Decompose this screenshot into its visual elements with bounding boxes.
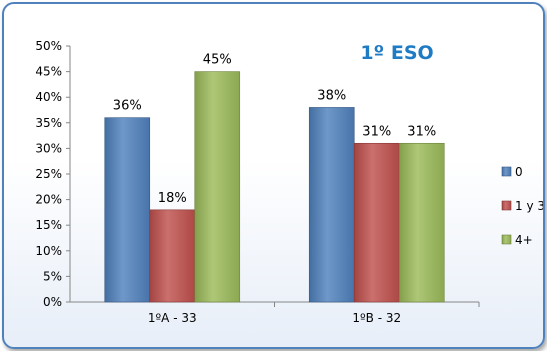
x-category-label: 1ºA - 33 — [148, 311, 197, 325]
bar-0-1 — [308, 107, 355, 303]
y-tick-label: 45% — [35, 65, 62, 79]
y-tick-label: 5% — [43, 269, 62, 283]
chart-title: 1º ESO — [360, 42, 433, 64]
y-tick-label: 25% — [35, 167, 62, 181]
y-tick-label: 35% — [35, 116, 62, 130]
legend-swatch — [501, 234, 512, 245]
legend-swatch — [501, 166, 512, 177]
x-category-label: 1ºB - 32 — [352, 311, 401, 325]
legend-swatch — [501, 200, 512, 211]
legend-label: 0 — [515, 165, 523, 179]
y-tick-label: 10% — [35, 244, 62, 258]
bar-chart: 1º ESO 0% 5% 10% 15% 20% 25% 30% 35% 40% 45% 50% 1º… — [35, 39, 545, 325]
data-label: 38% — [317, 88, 346, 103]
data-label: 36% — [113, 99, 142, 114]
bar-4+-0 — [194, 71, 241, 303]
bar-0-0 — [104, 117, 151, 303]
legend-label: 4+ — [515, 233, 533, 247]
y-tick-label: 30% — [35, 141, 62, 155]
y-tick-label: 20% — [35, 193, 62, 207]
y-tick-label: 50% — [35, 39, 62, 53]
data-label: 31% — [407, 124, 436, 139]
data-label: 18% — [158, 191, 187, 206]
bar-1-y-3-1 — [353, 142, 400, 303]
data-label: 45% — [203, 53, 232, 68]
y-tick-label: 15% — [35, 218, 62, 232]
y-tick-label: 40% — [35, 90, 62, 104]
bar-4+-1 — [398, 142, 445, 303]
bar-1-y-3-0 — [149, 209, 196, 303]
y-tick-label: 0% — [43, 295, 62, 309]
data-label: 31% — [362, 124, 391, 139]
legend-label: 1 y 3 — [515, 199, 545, 213]
